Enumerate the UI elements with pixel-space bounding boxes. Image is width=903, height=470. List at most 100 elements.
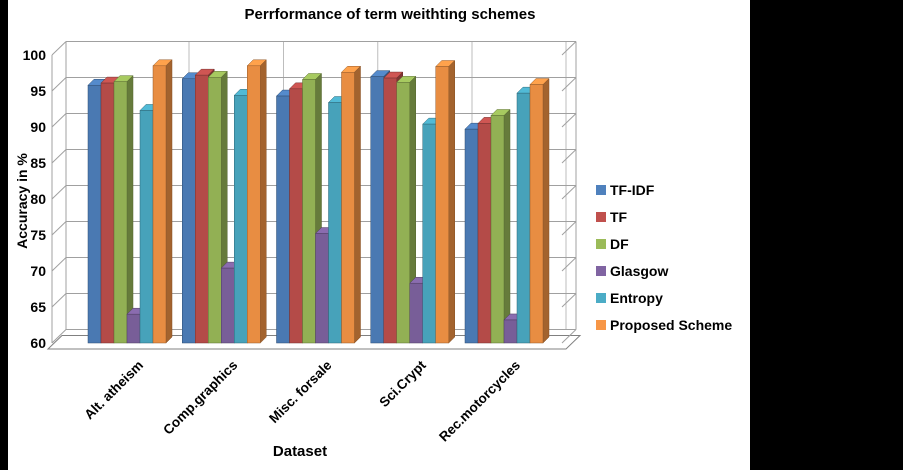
legend-swatch [596, 184, 606, 195]
chart-title: Perrformance of term weithting schemes [244, 6, 536, 23]
bar-front-face [152, 65, 167, 344]
y-tick-label: 70 [30, 263, 46, 279]
y-tick-label: 90 [30, 119, 46, 135]
y-tick-label: 60 [30, 335, 46, 351]
y-tick-mark [51, 257, 67, 272]
legend-label: TF-IDF [610, 181, 655, 198]
y-tick-mark [51, 329, 67, 344]
bar-df-sci-crypt [396, 75, 417, 344]
x-category-label: Comp.graphics [160, 358, 240, 438]
side-wall-gridline [561, 185, 577, 200]
y-tick-label: 85 [30, 155, 46, 171]
legend-label: TF [610, 208, 628, 225]
bar-front-face [100, 82, 115, 344]
bar-side-face [354, 65, 361, 344]
bar-side-face [165, 59, 173, 344]
right-border-bar [750, 0, 903, 470]
bar-side-face [260, 59, 267, 344]
side-wall-gridline [561, 41, 577, 56]
bar-front-face [87, 84, 102, 344]
legend-item-tf: TF [596, 203, 732, 230]
y-tick-mark [51, 221, 67, 236]
bar-front-face [221, 267, 235, 344]
legend-item-entropy: Entropy [596, 284, 732, 311]
legend-label: Proposed Scheme [610, 316, 733, 333]
bar-front-face [464, 128, 479, 344]
bar-front-face [247, 65, 261, 344]
bar-front-face [139, 110, 154, 344]
bar-df-alt-atheism [113, 75, 134, 344]
bar-side-face [126, 75, 134, 344]
bar-front-face [126, 313, 141, 344]
bar-front-face [370, 76, 384, 344]
bar-front-face [234, 95, 248, 344]
bar-front-face [315, 233, 329, 344]
bar-front-face [113, 81, 128, 344]
bar-front-face [503, 319, 518, 344]
x-category-label: Misc. forsale [266, 357, 335, 426]
legend-item-df: DF [596, 230, 732, 257]
y-tick-mark [51, 41, 67, 56]
bar-front-face [477, 123, 492, 344]
y-tick-mark [51, 293, 67, 308]
y-tick-mark [51, 113, 67, 128]
y-tick-label: 80 [30, 191, 46, 207]
bar-side-face [448, 59, 455, 344]
legend-swatch [596, 238, 606, 249]
y-tick-mark [51, 185, 67, 200]
side-wall-gridline [561, 77, 577, 92]
bar-proposed-scheme-misc-forsale [340, 65, 362, 344]
bar-side-face [503, 108, 511, 344]
side-wall-gridline [561, 293, 577, 308]
bar-side-face [542, 77, 550, 344]
y-tick-label: 65 [30, 299, 46, 315]
legend-swatch [596, 319, 606, 330]
legend-swatch [596, 265, 606, 276]
bar-front-face [328, 102, 342, 344]
y-tick-label: 100 [23, 47, 47, 63]
bar-front-face [490, 115, 505, 344]
bar-front-face [276, 95, 290, 344]
side-wall-gridline [561, 329, 577, 344]
legend-swatch [596, 292, 606, 303]
bar-front-face [208, 77, 222, 344]
bar-front-face [289, 88, 303, 344]
y-tick-mark [51, 149, 67, 164]
legend: TF-IDF TF DF Glasgow Entropy Proposed Scheme [596, 176, 732, 338]
bar-df-rec-motorcycles [490, 108, 511, 344]
legend-label: Entropy [610, 289, 663, 306]
side-wall-gridline [561, 257, 577, 272]
legend-item-tf-idf: TF-IDF [596, 176, 732, 203]
bar-front-face [409, 282, 423, 344]
x-category-label: Rec.motorcycles [436, 358, 523, 445]
x-category-label: Alt. atheism [81, 358, 146, 423]
bar-proposed-scheme-comp-graphics [246, 59, 267, 344]
y-tick-mark [51, 77, 67, 92]
x-category-label: Sci.Crypt [376, 357, 429, 410]
x-axis-title: Dataset [272, 443, 328, 460]
legend-item-proposed-scheme: Proposed Scheme [596, 311, 732, 338]
bar-front-face [516, 92, 531, 344]
bar-front-face [435, 66, 449, 344]
side-wall-gridline [561, 113, 577, 128]
bar-front-face [302, 79, 316, 344]
side-wall-gridline [561, 149, 577, 164]
y-tick-label: 95 [30, 83, 46, 99]
bar-front-face [422, 123, 436, 344]
legend-swatch [596, 211, 606, 222]
left-border-bar [0, 0, 8, 470]
legend-label: DF [610, 235, 629, 252]
bar-front-face [383, 77, 397, 344]
bar-front-face [529, 84, 544, 344]
legend-label: Glasgow [610, 262, 669, 279]
legend-item-glasgow: Glasgow [596, 257, 732, 284]
y-tick-label: 75 [30, 227, 46, 243]
side-wall-gridline [561, 221, 577, 236]
bar-front-face [341, 72, 355, 344]
bar-front-face [182, 78, 196, 344]
plot-area: 60 65 70 75 80 85 90 95 100 Alt. atheism Comp.grap… [23, 41, 582, 445]
bar-proposed-scheme-alt-atheism [152, 59, 173, 344]
bar-front-face [195, 74, 209, 344]
bar-proposed-scheme-rec-motorcycles [529, 77, 550, 344]
